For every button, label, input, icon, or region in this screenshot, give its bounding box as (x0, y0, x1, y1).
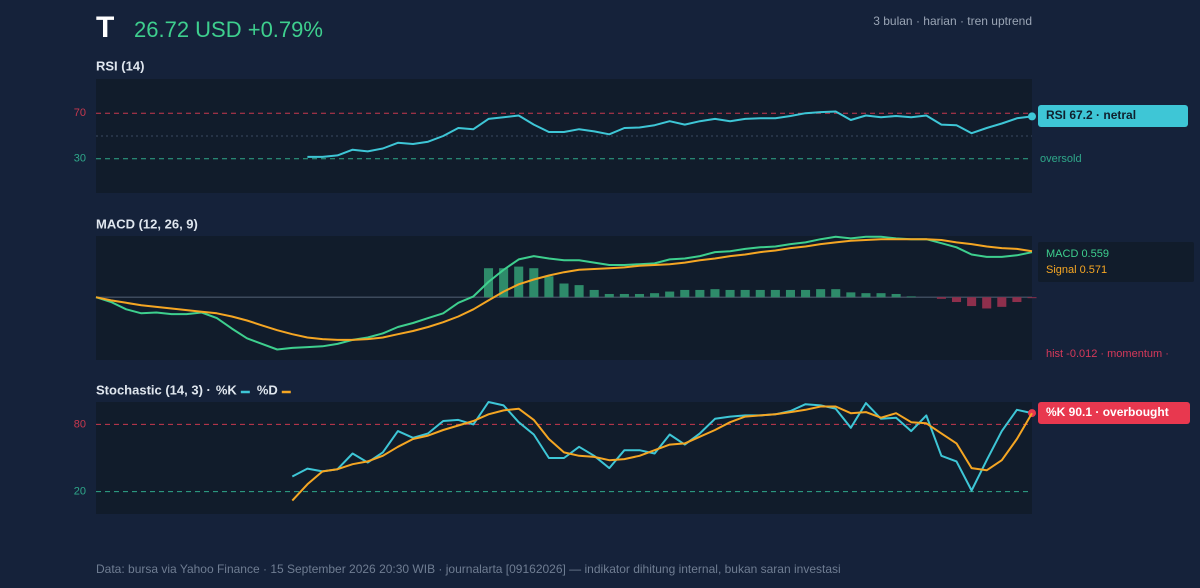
histogram-bar (634, 293, 645, 298)
panel (96, 236, 1032, 360)
series-line (291, 401, 1033, 492)
histogram-bar (650, 293, 660, 298)
end-dot (1028, 112, 1036, 121)
histogram-bar (544, 276, 554, 298)
histogram-bar (529, 268, 539, 298)
histogram-bar (514, 266, 524, 298)
histogram-bar (876, 293, 886, 298)
histogram-bar (1027, 297, 1037, 299)
stoch-badge (1038, 402, 1190, 424)
histogram-bar (861, 293, 871, 298)
histogram-bar (801, 289, 811, 298)
histogram-bar (574, 285, 584, 298)
legend-label: %K (216, 382, 238, 397)
y-tick-label: 70 (74, 107, 86, 119)
histogram-bar (499, 268, 509, 298)
series-line (291, 405, 1033, 502)
histogram-bar (1012, 297, 1022, 303)
macd-box (1038, 242, 1194, 282)
histogram-bar (816, 289, 826, 298)
subtitle: 3 bulan · harian · tren uptrend (873, 14, 1032, 28)
histogram-bar (936, 297, 946, 299)
histogram-bar (831, 289, 841, 298)
y-tick-label: 30 (74, 153, 86, 165)
ticker: T (96, 11, 114, 44)
panel-title: MACD (12, 26, 9) (96, 216, 198, 231)
histogram-bar (559, 283, 569, 298)
rsi-badge (1038, 105, 1188, 127)
histogram-bar (695, 289, 705, 298)
series-line (307, 110, 1033, 158)
histogram-bar (891, 293, 901, 298)
signal-value: Signal 0.571 (1046, 264, 1107, 276)
histogram-bar (967, 297, 977, 307)
price: 26.72 USD +0.79% (134, 17, 323, 42)
hist-value: hist -0.012 · momentum · (1046, 348, 1169, 360)
legend-label: %D (257, 382, 278, 397)
histogram-bar (951, 297, 962, 303)
stoch-badge-text: %K 90.1 · overbought (1046, 405, 1169, 419)
histogram-bar (589, 289, 599, 298)
histogram-bar (725, 289, 735, 298)
y-tick-label: 80 (74, 418, 86, 430)
histogram-bar (785, 289, 795, 298)
y-tick-label: 20 (74, 486, 86, 498)
macd-value: MACD 0.559 (1046, 248, 1109, 260)
histogram-bar (755, 289, 765, 298)
panel-title: Stochastic (14, 3) · (96, 382, 211, 397)
series-line (95, 238, 1033, 341)
series-line (95, 235, 1033, 351)
histogram-bar (982, 297, 992, 309)
oversold-label: oversold (1040, 153, 1082, 165)
rsi-badge-text: RSI 67.2 · netral (1046, 108, 1136, 122)
footer: Data: bursa via Yahoo Finance · 15 Septe… (96, 562, 841, 576)
histogram-bar (710, 289, 720, 298)
histogram-bar (997, 297, 1007, 307)
end-dot (1028, 409, 1036, 418)
histogram-bar (906, 296, 916, 298)
panel-title: RSI (14) (96, 58, 144, 73)
histogram-bar (846, 292, 856, 298)
histogram-bar (665, 291, 675, 298)
histogram-bar (604, 293, 614, 298)
histogram-bar (770, 289, 780, 298)
histogram-bar (740, 289, 750, 298)
histogram-bar (619, 293, 629, 298)
histogram-bar (680, 289, 690, 298)
